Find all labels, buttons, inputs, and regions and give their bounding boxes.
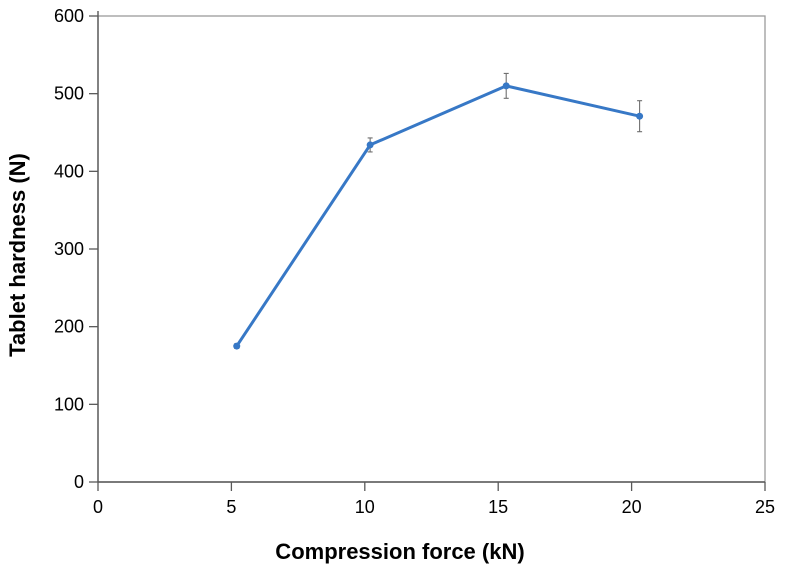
data-line [235,84,642,348]
data-point-marker [233,342,241,350]
x-tick-label: 10 [355,497,375,517]
x-tick-label: 5 [226,497,236,517]
x-tick-label: 0 [93,497,103,517]
x-axis-title: Compression force (kN) [275,539,525,564]
y-tick-label: 300 [54,239,84,259]
y-tick-label: 500 [54,84,84,104]
data-point-marker [636,112,644,120]
y-tick-label: 100 [54,394,84,414]
data-point-marker [366,141,374,149]
y-tick-label: 600 [54,6,84,26]
x-tick-label: 25 [755,497,775,517]
y-axis-title: Tablet hardness (N) [5,153,30,357]
y-tick-label: 200 [54,317,84,337]
y-tick-label: 400 [54,161,84,181]
x-tick-label: 20 [622,497,642,517]
y-tick-label: 0 [74,472,84,492]
plot-border [97,15,766,483]
data-point-marker [502,82,510,90]
x-tick-label: 15 [488,497,508,517]
